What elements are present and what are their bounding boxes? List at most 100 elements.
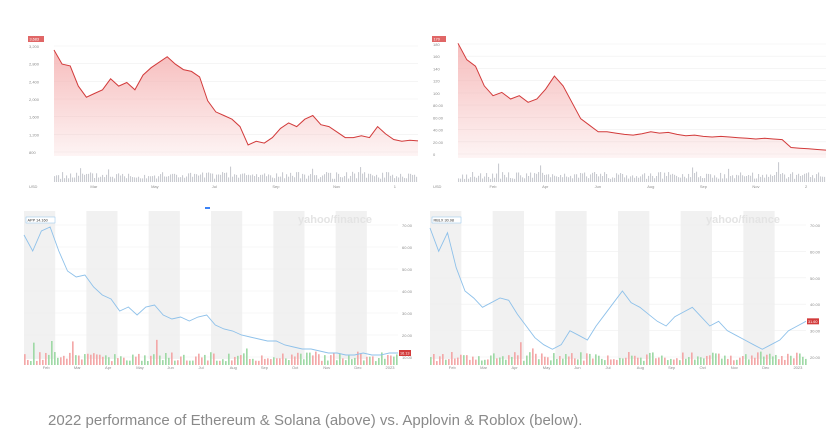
y-tick-label: 140 [433, 66, 440, 71]
volume-bar [490, 355, 492, 365]
y-tick-label: 2,400 [29, 79, 40, 84]
volume-bar [96, 354, 98, 365]
volume-bar [582, 173, 584, 182]
volume-bar [518, 172, 520, 182]
volume-bar [634, 355, 636, 365]
x-tick-label: Nov [333, 184, 340, 189]
chart-solana: 180 160 140 120 100 80.00 60.00 40.00 20.00 0 Feb A… [430, 30, 828, 190]
volume-bar [606, 173, 608, 182]
volume-bar [728, 168, 730, 182]
volume-bar [536, 173, 538, 182]
volume-bar [560, 174, 562, 182]
volume-bar [462, 174, 464, 182]
volume-bar [619, 357, 621, 365]
volume-bar [322, 175, 324, 182]
volume-bar [298, 172, 300, 182]
volume-bar [502, 356, 504, 365]
volume-bar [592, 172, 594, 182]
volume-bar [118, 173, 120, 182]
volume-bar [738, 175, 740, 182]
volume-bar [502, 172, 504, 182]
volume-bar [306, 352, 308, 365]
volume-bar [799, 353, 801, 365]
volume-bar [805, 358, 807, 365]
volume-bar [138, 353, 140, 365]
volume-bar [357, 351, 359, 365]
volume-bar [312, 355, 314, 365]
volume-bar [236, 174, 238, 182]
volume-bar [244, 173, 246, 182]
volume-bar [571, 353, 573, 365]
watermark: yahoo/finance [706, 214, 780, 226]
volume-bar [250, 175, 252, 182]
volume-bar [668, 172, 670, 182]
volume-bar [644, 173, 646, 182]
volume-bar [160, 174, 162, 182]
volume-bar [598, 176, 600, 182]
volume-bar [772, 175, 774, 182]
volume-bar [222, 172, 224, 182]
x-tick-label: Oct [699, 365, 706, 370]
volume-bar [511, 356, 513, 365]
volume-bar [718, 353, 720, 365]
volume-bar [416, 176, 418, 182]
volume-bar [360, 353, 362, 365]
volume-bar [613, 359, 615, 365]
volume-bar [326, 172, 328, 182]
volume-bar [596, 174, 598, 182]
volume-bar [202, 172, 204, 182]
volume-bar [572, 178, 574, 182]
x-tick-label: Apr [511, 365, 518, 370]
volume-bar [266, 176, 268, 182]
volume-bar [559, 356, 561, 365]
volume-bar [698, 177, 700, 182]
volume-bar [129, 360, 131, 365]
volume-bar [393, 356, 395, 365]
volume-bar [690, 177, 692, 182]
price-badge [431, 216, 462, 224]
volume-bar [498, 163, 500, 182]
volume-bar [76, 172, 78, 182]
volume-bar [225, 361, 227, 365]
volume-bar [194, 173, 196, 182]
volume-bar [562, 358, 564, 365]
volume-bar [648, 175, 650, 182]
volume-bar [126, 178, 128, 182]
volume-bar [810, 177, 812, 182]
chart-roblox: 70.00 60.00 50.00 40.00 30.00 20.00 Feb Mar Apr M… [426, 211, 828, 371]
volume-bar [156, 339, 158, 365]
volume-bar [68, 178, 70, 182]
volume-bar [117, 358, 119, 365]
volume-bar [198, 353, 200, 365]
volume-bar [69, 352, 71, 365]
area-fill [458, 43, 826, 158]
y-tick-label: 2,800 [29, 62, 40, 67]
volume-bar [680, 177, 682, 182]
volume-bar [631, 355, 633, 365]
volume-bar [628, 178, 630, 182]
volume-bar [697, 356, 699, 365]
volume-bar [666, 176, 668, 182]
volume-bar [506, 177, 508, 182]
volume-bar [252, 174, 254, 182]
volume-bar [141, 360, 143, 365]
volume-bar [793, 358, 795, 365]
volume-bar [336, 360, 338, 365]
volume-bar [586, 176, 588, 182]
x-tick-label: Nov [731, 365, 738, 370]
volume-bar [124, 176, 126, 182]
volume-bar [463, 355, 465, 365]
volume-bar [120, 175, 122, 182]
volume-bar [188, 173, 190, 182]
volume-bar [532, 177, 534, 182]
figure-caption: 2022 performance of Ethereum & Solana (a… [48, 412, 583, 429]
volume-bar [574, 358, 576, 365]
volume-bar [408, 173, 410, 182]
volume-bar [132, 177, 134, 182]
volume-bar [100, 176, 102, 182]
month-band [618, 211, 650, 359]
volume-bar [626, 175, 628, 182]
volume-bar [824, 176, 826, 182]
volume-bar [580, 352, 582, 365]
volume-bar [640, 357, 642, 365]
